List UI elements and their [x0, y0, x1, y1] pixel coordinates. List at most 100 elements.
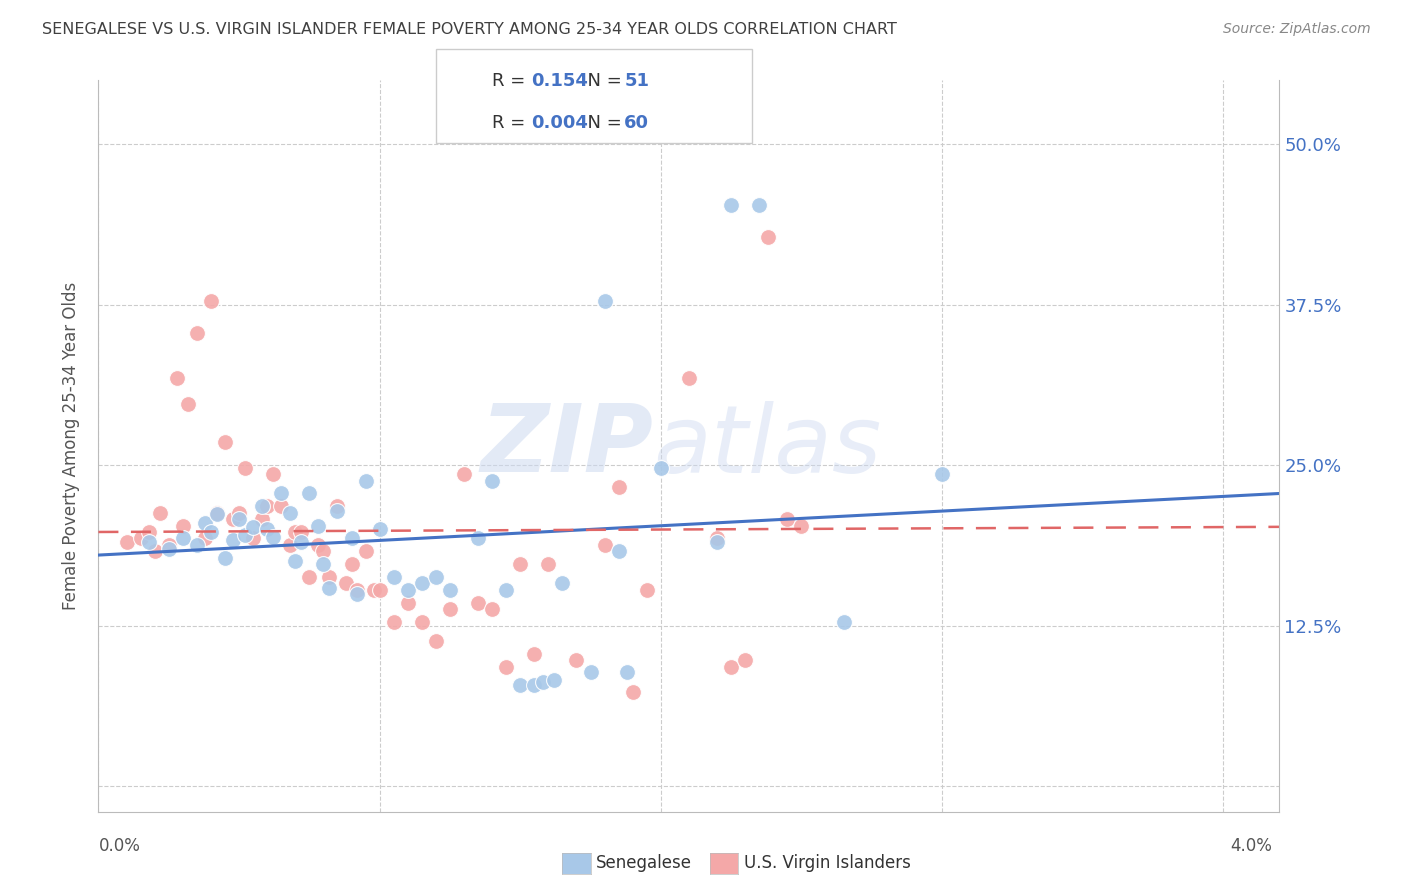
Point	[312, 557, 335, 571]
Point	[579, 665, 602, 679]
Point	[621, 685, 644, 699]
Point	[233, 460, 256, 475]
Point	[706, 535, 728, 549]
Point	[312, 544, 335, 558]
Point	[143, 544, 166, 558]
Point	[290, 535, 312, 549]
Point	[278, 538, 301, 552]
Point	[565, 653, 588, 667]
Point	[157, 538, 180, 552]
Point	[382, 570, 405, 584]
Point	[523, 678, 546, 692]
Point	[678, 371, 700, 385]
Point	[214, 550, 236, 565]
Point	[411, 615, 433, 629]
Point	[256, 523, 278, 537]
Point	[270, 500, 292, 514]
Text: atlas: atlas	[654, 401, 882, 491]
Point	[616, 665, 638, 679]
Point	[298, 570, 321, 584]
Point	[636, 582, 658, 597]
Point	[290, 524, 312, 539]
Point	[734, 653, 756, 667]
Point	[354, 474, 377, 488]
Point	[790, 518, 813, 533]
Point	[551, 576, 574, 591]
Point	[262, 467, 284, 482]
Point	[363, 582, 385, 597]
Point	[495, 582, 517, 597]
Point	[607, 480, 630, 494]
Point	[396, 596, 419, 610]
Point	[278, 506, 301, 520]
Point	[346, 582, 368, 597]
Point	[509, 678, 531, 692]
Point	[233, 527, 256, 541]
Point	[149, 506, 172, 520]
Point	[186, 326, 208, 340]
Point	[262, 530, 284, 544]
Point	[250, 512, 273, 526]
Text: U.S. Virgin Islanders: U.S. Virgin Islanders	[744, 855, 911, 872]
Point	[439, 602, 461, 616]
Point	[200, 524, 222, 539]
Point	[200, 293, 222, 308]
Text: R =: R =	[492, 71, 531, 89]
Point	[172, 518, 194, 533]
Point	[194, 516, 217, 530]
Point	[138, 524, 160, 539]
Point	[318, 570, 340, 584]
Point	[326, 504, 349, 518]
Point	[129, 532, 152, 546]
Text: 51: 51	[624, 71, 650, 89]
Point	[228, 506, 250, 520]
Point	[748, 198, 770, 212]
Point	[543, 673, 565, 687]
Point	[326, 500, 349, 514]
Point	[166, 371, 188, 385]
Text: SENEGALESE VS U.S. VIRGIN ISLANDER FEMALE POVERTY AMONG 25-34 YEAR OLDS CORRELAT: SENEGALESE VS U.S. VIRGIN ISLANDER FEMAL…	[42, 22, 897, 37]
Text: Senegalese: Senegalese	[596, 855, 692, 872]
Point	[382, 615, 405, 629]
Point	[228, 512, 250, 526]
Point	[157, 541, 180, 556]
Text: Source: ZipAtlas.com: Source: ZipAtlas.com	[1223, 22, 1371, 37]
Point	[425, 570, 447, 584]
Point	[270, 486, 292, 500]
Point	[495, 659, 517, 673]
Point	[298, 486, 321, 500]
Point	[318, 582, 340, 596]
Point	[205, 507, 228, 521]
Point	[307, 538, 329, 552]
Point	[467, 596, 489, 610]
Point	[931, 467, 953, 482]
Point	[425, 634, 447, 648]
Point	[720, 659, 742, 673]
Point	[354, 544, 377, 558]
Point	[396, 582, 419, 597]
Point	[242, 520, 264, 534]
Point	[307, 518, 329, 533]
Point	[453, 467, 475, 482]
Point	[523, 647, 546, 661]
Point	[537, 557, 560, 571]
Point	[172, 532, 194, 546]
Text: 4.0%: 4.0%	[1230, 837, 1272, 855]
Point	[481, 474, 503, 488]
Point	[509, 557, 531, 571]
Point	[250, 500, 273, 514]
Point	[284, 554, 307, 568]
Point	[607, 544, 630, 558]
Point	[776, 512, 799, 526]
Point	[346, 586, 368, 600]
Point	[706, 532, 728, 546]
Point	[650, 460, 672, 475]
Point	[439, 582, 461, 597]
Point	[832, 615, 855, 629]
Point	[242, 532, 264, 546]
Text: 0.154: 0.154	[531, 71, 588, 89]
Point	[177, 397, 200, 411]
Point	[481, 602, 503, 616]
Text: N =: N =	[576, 114, 628, 132]
Point	[284, 524, 307, 539]
